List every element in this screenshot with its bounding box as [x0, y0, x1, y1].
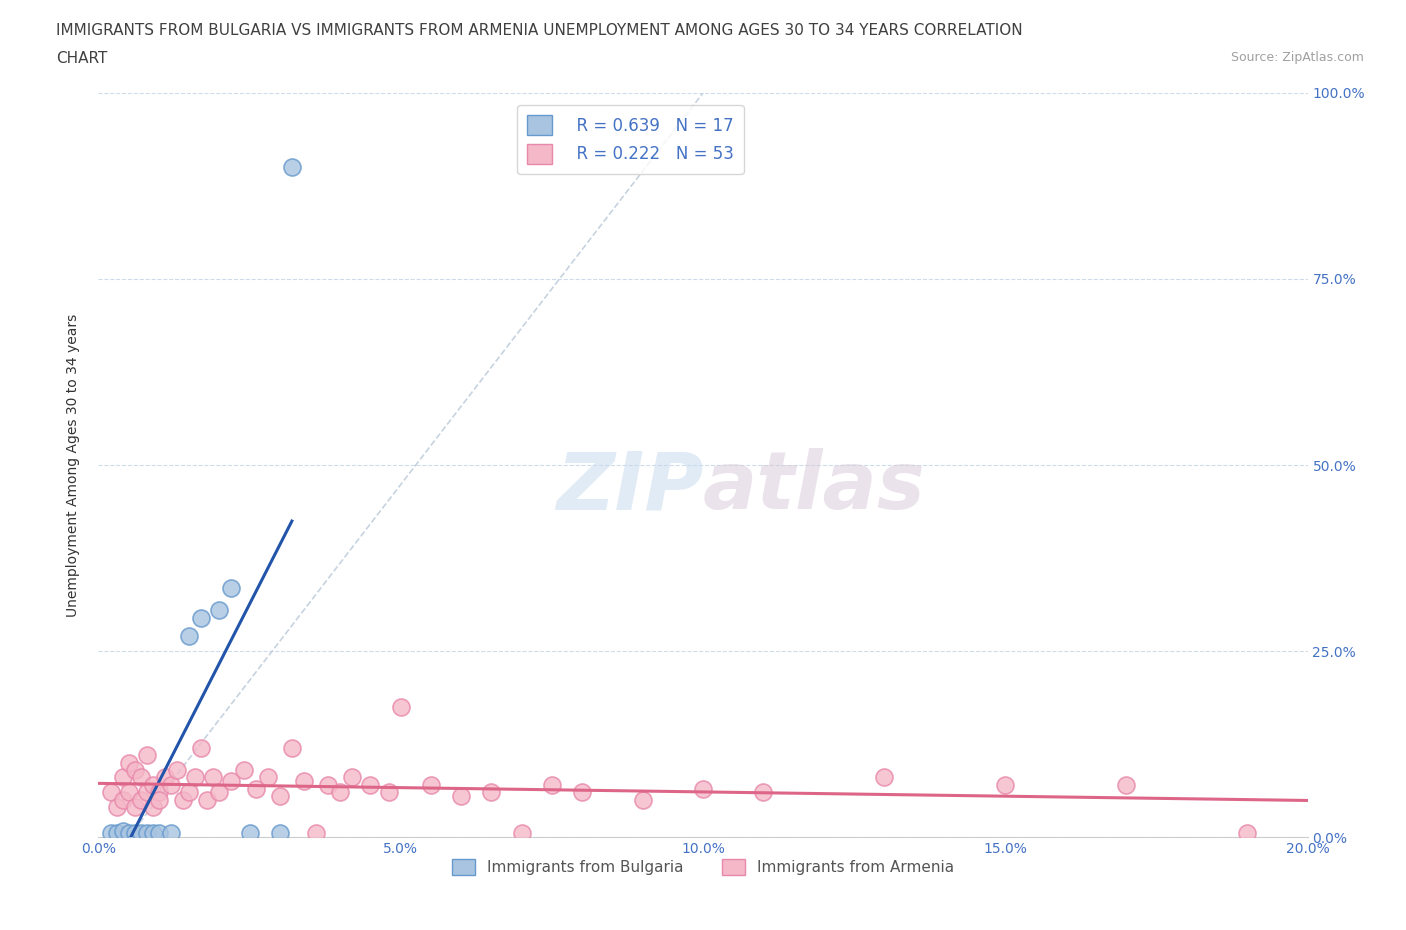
Point — [190, 740, 212, 755]
Point — [129, 770, 152, 785]
Point — [208, 785, 231, 800]
Point — [111, 770, 134, 785]
Point — [111, 824, 134, 839]
Point — [148, 792, 170, 807]
Point — [105, 826, 128, 841]
Point — [281, 160, 304, 175]
Point — [195, 792, 218, 807]
Point — [105, 800, 128, 815]
Point — [316, 777, 339, 792]
Point — [160, 826, 183, 841]
Point — [208, 603, 231, 618]
Point — [100, 826, 122, 841]
Y-axis label: Unemployment Among Ages 30 to 34 years: Unemployment Among Ages 30 to 34 years — [66, 313, 80, 617]
Point — [540, 777, 562, 792]
Point — [1115, 777, 1137, 792]
Point — [135, 748, 157, 763]
Point — [510, 826, 533, 841]
Point — [269, 826, 291, 841]
Point — [142, 777, 165, 792]
Point — [172, 792, 194, 807]
Point — [389, 699, 412, 714]
Point — [111, 792, 134, 807]
Point — [100, 785, 122, 800]
Point — [129, 792, 152, 807]
Point — [256, 770, 278, 785]
Point — [202, 770, 225, 785]
Point — [179, 629, 201, 644]
Point — [184, 770, 207, 785]
Point — [329, 785, 352, 800]
Point — [118, 755, 141, 770]
Point — [148, 826, 170, 841]
Point — [752, 785, 775, 800]
Point — [118, 785, 141, 800]
Point — [135, 785, 157, 800]
Point — [571, 785, 593, 800]
Point — [377, 785, 399, 800]
Point — [166, 763, 188, 777]
Point — [994, 777, 1017, 792]
Point — [631, 792, 654, 807]
Point — [153, 770, 176, 785]
Point — [305, 826, 328, 841]
Point — [124, 800, 146, 815]
Point — [420, 777, 443, 792]
Point — [142, 800, 165, 815]
Point — [281, 740, 304, 755]
Point — [221, 774, 243, 789]
Text: IMMIGRANTS FROM BULGARIA VS IMMIGRANTS FROM ARMENIA UNEMPLOYMENT AMONG AGES 30 T: IMMIGRANTS FROM BULGARIA VS IMMIGRANTS F… — [56, 23, 1024, 38]
Point — [269, 789, 291, 804]
Point — [692, 781, 714, 796]
Point — [342, 770, 364, 785]
Point — [360, 777, 382, 792]
Point — [221, 580, 243, 595]
Point — [239, 826, 262, 841]
Point — [124, 763, 146, 777]
Text: atlas: atlas — [703, 448, 925, 526]
Point — [124, 826, 146, 841]
Point — [142, 826, 165, 841]
Point — [873, 770, 896, 785]
Point — [179, 785, 201, 800]
Text: ZIP: ZIP — [555, 448, 703, 526]
Point — [450, 789, 472, 804]
Point — [129, 826, 152, 841]
Point — [1236, 826, 1258, 841]
Point — [135, 826, 157, 841]
Point — [481, 785, 503, 800]
Text: CHART: CHART — [56, 51, 108, 66]
Point — [190, 610, 212, 625]
Point — [232, 763, 254, 777]
Text: Source: ZipAtlas.com: Source: ZipAtlas.com — [1230, 51, 1364, 64]
Point — [118, 826, 141, 841]
Point — [148, 785, 170, 800]
Point — [245, 781, 267, 796]
Legend: Immigrants from Bulgaria, Immigrants from Armenia: Immigrants from Bulgaria, Immigrants fro… — [446, 853, 960, 882]
Point — [292, 774, 315, 789]
Point — [160, 777, 183, 792]
